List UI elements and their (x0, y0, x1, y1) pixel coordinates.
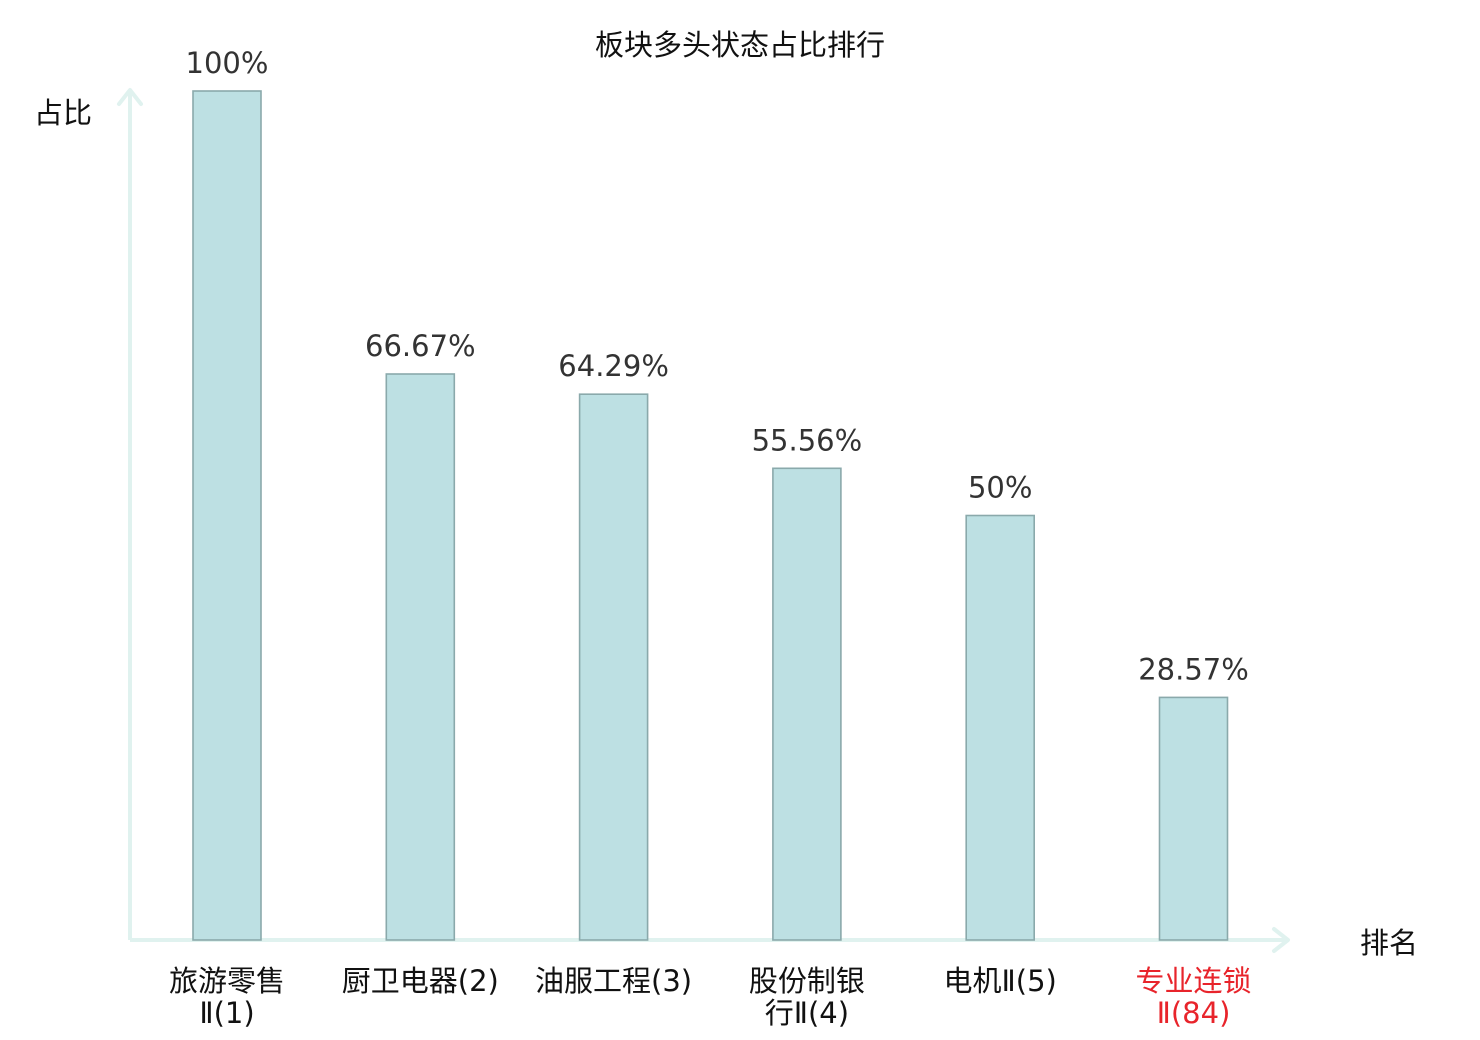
bar (192, 90, 262, 941)
category-label-line1: 厨卫电器(2) (341, 964, 499, 998)
category-label: 专业连锁 Ⅱ(84) (1099, 965, 1289, 1029)
category-label-line1: 旅游零售 (168, 964, 285, 998)
category-label-line1: 油服工程(3) (535, 964, 693, 998)
category-label: 旅游零售 Ⅱ(1) (132, 965, 322, 1029)
category-label: 股份制银 行Ⅱ(4) (712, 965, 902, 1029)
bar-value-label: 66.67% (365, 329, 476, 363)
category-label-line1: 股份制银 (748, 964, 865, 998)
bar-value-label: 100% (186, 46, 269, 80)
category-label-line2: Ⅱ(1) (199, 996, 255, 1030)
category-label-line2: 行Ⅱ(4) (764, 996, 850, 1030)
bar (772, 467, 842, 941)
bar-value-label: 50% (968, 471, 1032, 505)
bar (965, 514, 1036, 941)
category-label: 油服工程(3) (519, 965, 709, 997)
bar (1158, 696, 1229, 941)
bar (578, 393, 649, 941)
category-label-line1: 专业连锁 (1135, 964, 1252, 998)
bar-value-label: 55.56% (752, 423, 863, 457)
category-label: 电机Ⅱ(5) (905, 965, 1095, 997)
x-axis-arrow (1272, 927, 1290, 953)
category-label-line1: 电机Ⅱ(5) (943, 964, 1057, 998)
bar-value-label: 64.29% (558, 349, 669, 383)
category-label-line2: Ⅱ(84) (1156, 996, 1231, 1030)
bar (385, 373, 456, 941)
y-axis-label: 占比 (34, 96, 93, 130)
chart-title: 板块多头状态占比排行 (594, 28, 885, 62)
bar-value-label: 28.57% (1138, 652, 1249, 686)
x-axis-label: 排名 (1360, 926, 1419, 960)
category-label: 厨卫电器(2) (325, 965, 515, 997)
y-axis-arrow (117, 88, 143, 106)
